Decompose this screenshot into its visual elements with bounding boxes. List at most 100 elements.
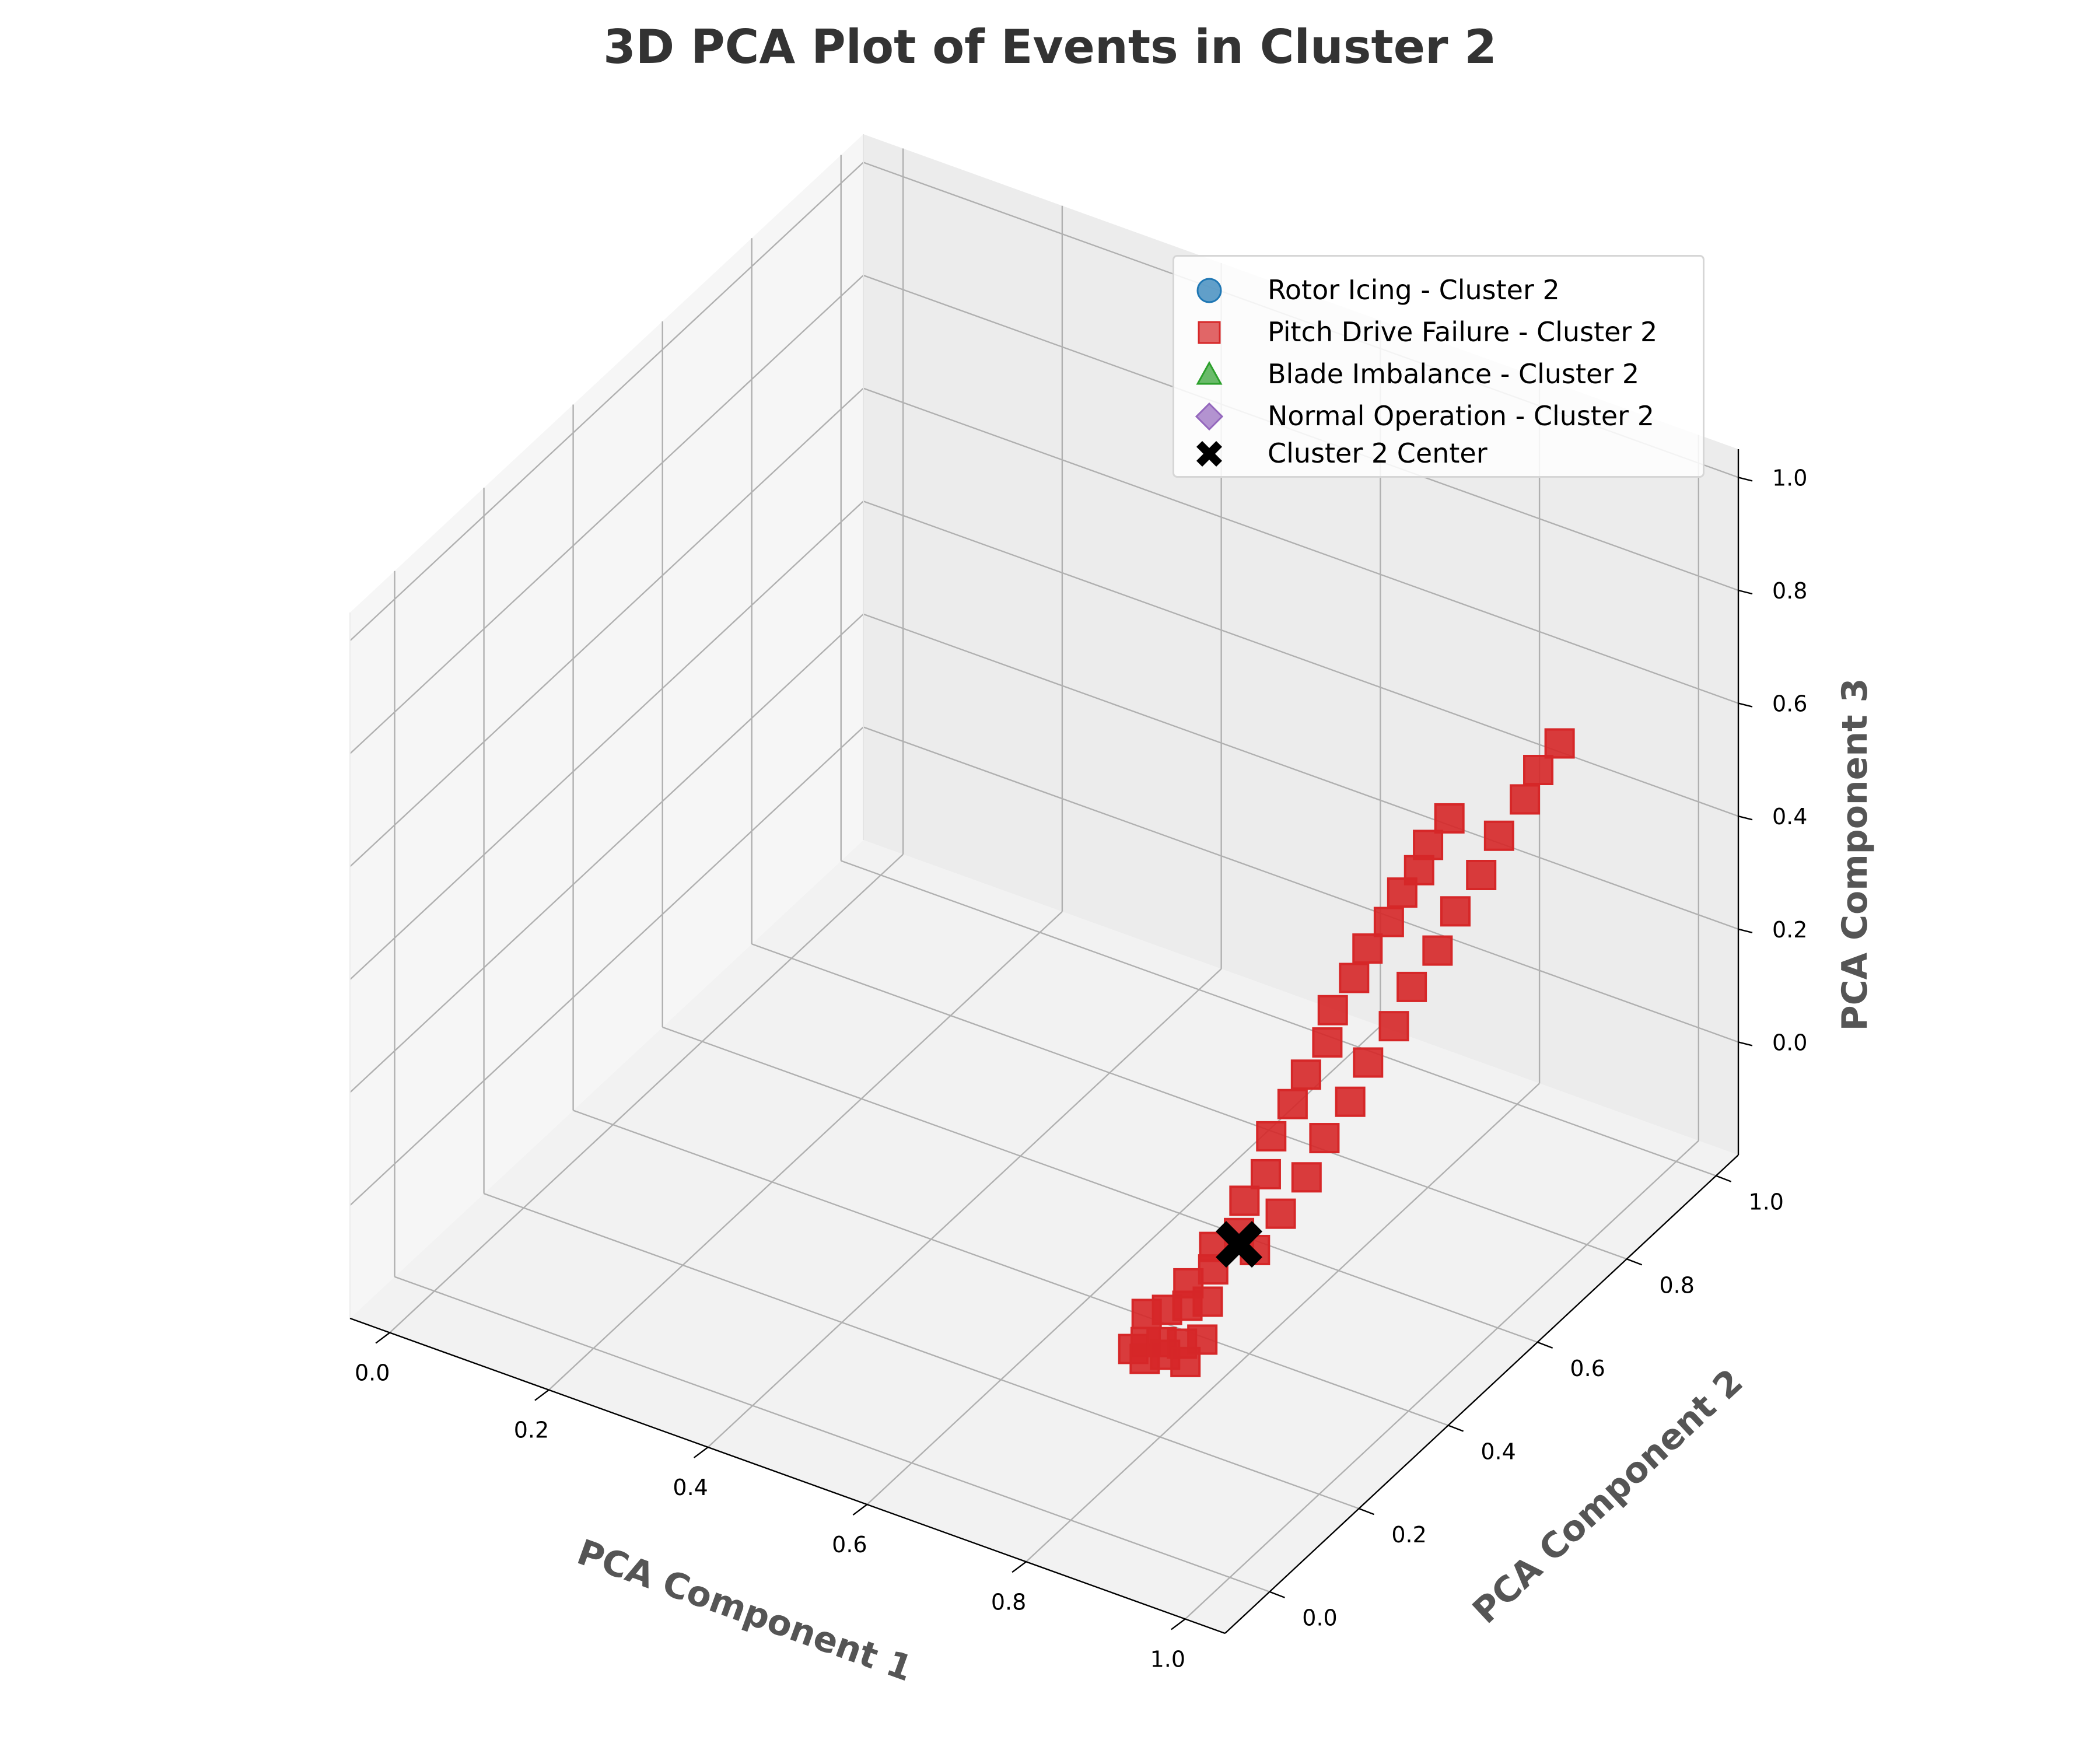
- data-points: [1118, 728, 1575, 1377]
- legend-label: Cluster 2 Center: [1268, 438, 1488, 469]
- legend-label: Normal Operation - Cluster 2: [1268, 400, 1654, 432]
- x-tick-mark: [534, 1389, 550, 1401]
- y-tick-mark: [1537, 1341, 1553, 1349]
- data-point-square: [1265, 1198, 1296, 1229]
- x-gridline: [707, 968, 1222, 1448]
- data-point-square: [1353, 1047, 1384, 1078]
- data-point-square: [1404, 855, 1434, 886]
- cluster-center-marker-layer: [1216, 1221, 1263, 1268]
- data-point-square: [1277, 1088, 1308, 1119]
- y-axis-line: [1224, 1154, 1739, 1634]
- y-gridline: [484, 1192, 1359, 1510]
- x-gridline: [1185, 1140, 1699, 1620]
- data-point-square: [1291, 1162, 1322, 1193]
- x-tick-label: 0.4: [673, 1475, 708, 1500]
- legend-label: Rotor Icing - Cluster 2: [1268, 274, 1560, 306]
- y-tick-mark: [1626, 1258, 1643, 1266]
- x-tick-mark: [693, 1446, 709, 1458]
- z-gridline: [349, 501, 864, 981]
- y-gridline: [394, 1276, 1270, 1592]
- x-tick-mark: [852, 1504, 868, 1516]
- axes: 0.0 0.2 0.4 0.6 0.8 1.0 0.0 0.2 0.4 0.6 0.8 1.0 0.0 0…: [349, 449, 1807, 1672]
- z-tick-label: 0.2: [1772, 917, 1807, 943]
- y-tick-label: 1.0: [1749, 1189, 1784, 1215]
- left-wall-pane: [350, 134, 863, 1318]
- z-tick-mark: [1738, 589, 1753, 595]
- data-point-square: [1229, 1185, 1260, 1216]
- data-point-square: [1170, 1346, 1201, 1377]
- z-tick-mark: [1738, 1041, 1753, 1046]
- legend-circle-marker: [1196, 278, 1222, 303]
- data-point-square: [1352, 933, 1383, 964]
- x-tick-label: 1.0: [1150, 1646, 1185, 1672]
- z-tick-mark: [1738, 928, 1753, 933]
- y-gridline: [751, 943, 1628, 1260]
- y-tick-mark: [1716, 1175, 1732, 1182]
- data-point-square: [1335, 1086, 1366, 1117]
- z-gridline: [349, 275, 864, 754]
- y-gridline: [841, 860, 1717, 1177]
- legend-item-normal-operation: Normal Operation - Cluster 2: [1174, 394, 1699, 438]
- legend-label: Pitch Drive Failure - Cluster 2: [1268, 316, 1658, 348]
- z-tick-mark: [1738, 477, 1753, 482]
- cluster-center-marker: [1216, 1221, 1263, 1268]
- data-point-square: [1192, 1286, 1223, 1317]
- data-point-square: [1422, 935, 1453, 966]
- z-gridline: [349, 613, 864, 1093]
- data-point-square: [1256, 1121, 1287, 1152]
- x-tick-label: 0.6: [832, 1532, 867, 1558]
- legend-label: Blade Imbalance - Cluster 2: [1268, 358, 1640, 390]
- z-tick-label: 1.0: [1772, 465, 1807, 491]
- legend-item-rotor-icing: Rotor Icing - Cluster 2: [1174, 268, 1699, 312]
- legend-item-pitch-drive-failure: Pitch Drive Failure - Cluster 2: [1174, 310, 1699, 354]
- data-point-square: [1434, 803, 1465, 834]
- data-point-square: [1187, 1324, 1218, 1355]
- legend-triangle-marker: [1196, 360, 1223, 385]
- z-tick-label: 0.0: [1772, 1030, 1807, 1055]
- y-tick-mark: [1448, 1424, 1464, 1432]
- y-tick-mark: [1359, 1507, 1374, 1516]
- z-gridline: [863, 501, 1739, 817]
- chart-title: 3D PCA Plot of Events in Cluster 2: [603, 20, 1497, 74]
- legend-x-marker: [1196, 441, 1222, 467]
- x-tick-label: 0.2: [514, 1418, 549, 1443]
- y-tick-label: 0.6: [1570, 1356, 1605, 1381]
- legend-item-cluster-center: Cluster 2 Center: [1174, 432, 1699, 475]
- y-tick-label: 0.2: [1391, 1522, 1426, 1548]
- x-gridline: [389, 853, 904, 1334]
- y-tick-label: 0.4: [1480, 1438, 1516, 1464]
- x-tick-label: 0.0: [355, 1360, 390, 1386]
- z-tick-label: 0.4: [1772, 804, 1807, 830]
- data-point-square: [1544, 728, 1575, 759]
- y-tick-label: 0.0: [1302, 1605, 1337, 1631]
- legend-diamond-marker: [1195, 402, 1224, 431]
- data-point-square: [1413, 830, 1444, 860]
- data-point-square: [1250, 1158, 1281, 1189]
- y-gridline: [573, 1110, 1449, 1426]
- z-gridline: [863, 387, 1739, 704]
- legend: Rotor Icing - Cluster 2 Pitch Drive Fail…: [1172, 255, 1704, 478]
- data-point-square: [1317, 995, 1348, 1026]
- x-tick-label: 0.8: [991, 1589, 1026, 1615]
- x-tick-mark: [1012, 1561, 1027, 1573]
- data-point-square: [1510, 784, 1541, 815]
- y-tick-label: 0.8: [1659, 1272, 1694, 1298]
- x-axis-line: [349, 1317, 1226, 1634]
- data-point-square: [1396, 971, 1427, 1002]
- data-point-square: [1198, 1254, 1228, 1285]
- data-point-square: [1387, 877, 1418, 908]
- z-tick-label: 0.8: [1772, 578, 1807, 604]
- data-point-square: [1339, 963, 1370, 993]
- x-tick-mark: [375, 1332, 390, 1344]
- z-gridline: [863, 726, 1739, 1043]
- data-point-square: [1466, 859, 1497, 890]
- z-gridline: [349, 726, 864, 1206]
- y-axis-label: PCA Component 2: [1465, 1362, 1751, 1632]
- data-point-square: [1309, 1123, 1340, 1154]
- data-point-square: [1483, 820, 1514, 851]
- z-tick-mark: [1738, 702, 1753, 708]
- x-gridline: [1026, 1083, 1540, 1563]
- legend-square-marker: [1198, 321, 1221, 344]
- z-tick-mark: [1738, 816, 1753, 821]
